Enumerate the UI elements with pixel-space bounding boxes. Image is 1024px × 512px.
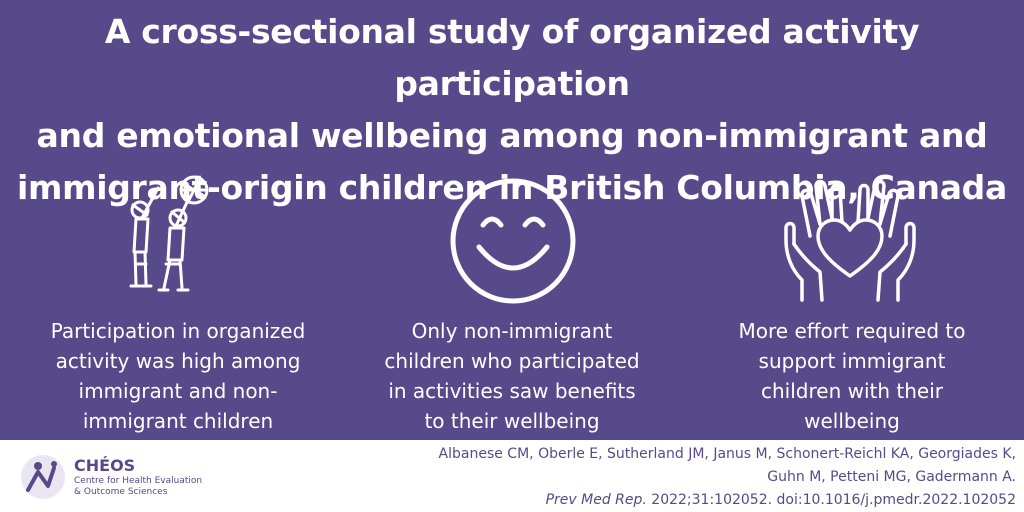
caption-line: Participation in organized — [50, 319, 306, 343]
logo-subtitle: Centre for Health Evaluation & Outcome S… — [74, 476, 214, 498]
finding-support: More effort required to support immigran… — [707, 316, 997, 436]
children-playing-ball-icon — [129, 175, 209, 292]
cheos-logo: CHÉOS Centre for Health Evaluation & Out… — [18, 450, 218, 504]
logo-subtitle-line: & Outcome Sciences — [74, 487, 168, 497]
footer: CHÉOS Centre for Health Evaluation & Out… — [0, 440, 1024, 512]
caption-line: children with their — [761, 379, 943, 403]
citation-reference: Prev Med Rep. 2022;31:102052. doi:10.101… — [376, 489, 1016, 512]
caption-line: immigrant children — [82, 409, 274, 433]
caption-line: support immigrant — [758, 349, 946, 373]
finding-benefits: Only non-immigrant children who particip… — [367, 316, 657, 436]
title-line: A cross-sectional study of organized act… — [104, 12, 920, 103]
logo-subtitle-line: Centre for Health Evaluation — [74, 476, 203, 486]
citation-details: 2022;31:102052. doi:10.1016/j.pmedr.2022… — [646, 492, 1016, 508]
caption-line: children who participated — [384, 349, 640, 373]
smiley-face-icon — [450, 178, 576, 304]
caption-line: More effort required to — [738, 319, 966, 343]
hands-holding-heart-icon — [784, 179, 916, 302]
caption-line: to their wellbeing — [424, 409, 600, 433]
infographic-title: A cross-sectional study of organized act… — [10, 6, 1014, 214]
citation-authors: Albanese CM, Oberle E, Sutherland JM, Ja… — [438, 446, 1016, 462]
citation-authors: Guhn M, Petteni MG, Gadermann A. — [767, 469, 1016, 485]
infographic-panel: A cross-sectional study of organized act… — [0, 0, 1024, 440]
citation-journal: Prev Med Rep. — [545, 492, 647, 508]
logo-name: CHÉOS — [74, 456, 136, 475]
caption-line: immigrant and non- — [78, 379, 278, 403]
citation: Albanese CM, Oberle E, Sutherland JM, Ja… — [376, 443, 1016, 512]
caption-line: in activities saw benefits — [388, 379, 636, 403]
caption-line: Only non-immigrant — [411, 319, 613, 343]
title-line: and emotional wellbeing among non-immigr… — [36, 116, 988, 155]
finding-participation: Participation in organized activity was … — [33, 316, 323, 436]
caption-line: wellbeing — [804, 409, 900, 433]
caption-line: activity was high among — [55, 349, 301, 373]
cheos-logo-mark-icon — [21, 455, 65, 499]
